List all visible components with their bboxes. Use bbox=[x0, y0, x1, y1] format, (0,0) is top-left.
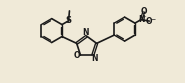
Text: N: N bbox=[138, 15, 144, 24]
Text: +: + bbox=[141, 15, 146, 20]
Text: S: S bbox=[66, 16, 72, 25]
Text: −: − bbox=[150, 16, 155, 21]
Text: N: N bbox=[83, 28, 89, 37]
Text: O: O bbox=[141, 7, 147, 16]
Text: O: O bbox=[74, 51, 80, 60]
Text: O: O bbox=[146, 17, 153, 26]
Text: N: N bbox=[91, 54, 97, 63]
